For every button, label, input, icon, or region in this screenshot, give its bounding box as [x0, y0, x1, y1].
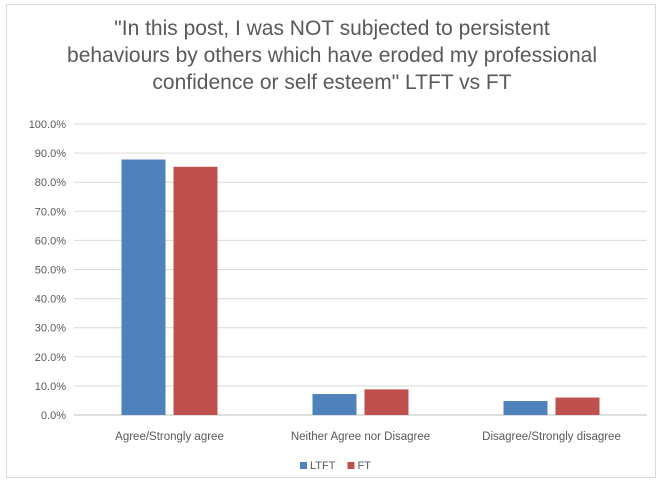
chart-frame: "In this post, I was NOT subjected to pe… [6, 4, 656, 478]
y-tick-label: 30.0% [35, 323, 66, 335]
y-tick-label: 0.0% [41, 410, 66, 422]
y-tick-label: 10.0% [35, 381, 66, 393]
y-tick-label: 50.0% [35, 265, 66, 277]
legend-label-ltft: LTFT [310, 460, 336, 472]
y-tick-label: 60.0% [35, 235, 66, 247]
bar-ft-3 [555, 397, 600, 415]
legend-label-ft: FT [357, 460, 371, 472]
legend-swatch-ft [347, 462, 355, 469]
bar-ltft-2 [312, 394, 357, 415]
y-tick-label: 90.0% [35, 148, 66, 160]
x-axis-categories: Agree/Strongly agree Neither Agree nor Di… [115, 431, 621, 443]
chart-title: "In this post, I was NOT subjected to pe… [67, 17, 597, 94]
bar-chart: "In this post, I was NOT subjected to pe… [29, 17, 647, 472]
bar-ltft-3 [503, 401, 548, 415]
category-label: Neither Agree nor Disagree [291, 431, 430, 443]
category-label: Disagree/Strongly disagree [482, 431, 621, 443]
title-line-2: behaviours by others which have eroded m… [67, 44, 597, 67]
bar-ft-1 [173, 166, 218, 415]
y-tick-label: 70.0% [35, 206, 66, 218]
gridlines [74, 123, 647, 416]
y-tick-label: 40.0% [35, 294, 66, 306]
category-label: Agree/Strongly agree [115, 431, 224, 443]
y-tick-label: 100.0% [29, 119, 67, 131]
bars [121, 159, 600, 415]
y-tick-label: 80.0% [35, 177, 66, 189]
legend-swatch-ltft [300, 462, 307, 469]
bar-ltft-1 [121, 159, 166, 415]
legend: LTFT FT [300, 460, 371, 472]
title-line-1: "In this post, I was NOT subjected to pe… [114, 17, 550, 40]
bar-ft-2 [364, 389, 409, 415]
y-axis-ticks: 0.0% 10.0% 20.0% 30.0% 40.0% 50.0% 60.0% 70.0% 8… [29, 119, 67, 422]
title-line-3: confidence or self esteem" LTFT vs FT [152, 71, 511, 94]
y-tick-label: 20.0% [35, 352, 66, 364]
